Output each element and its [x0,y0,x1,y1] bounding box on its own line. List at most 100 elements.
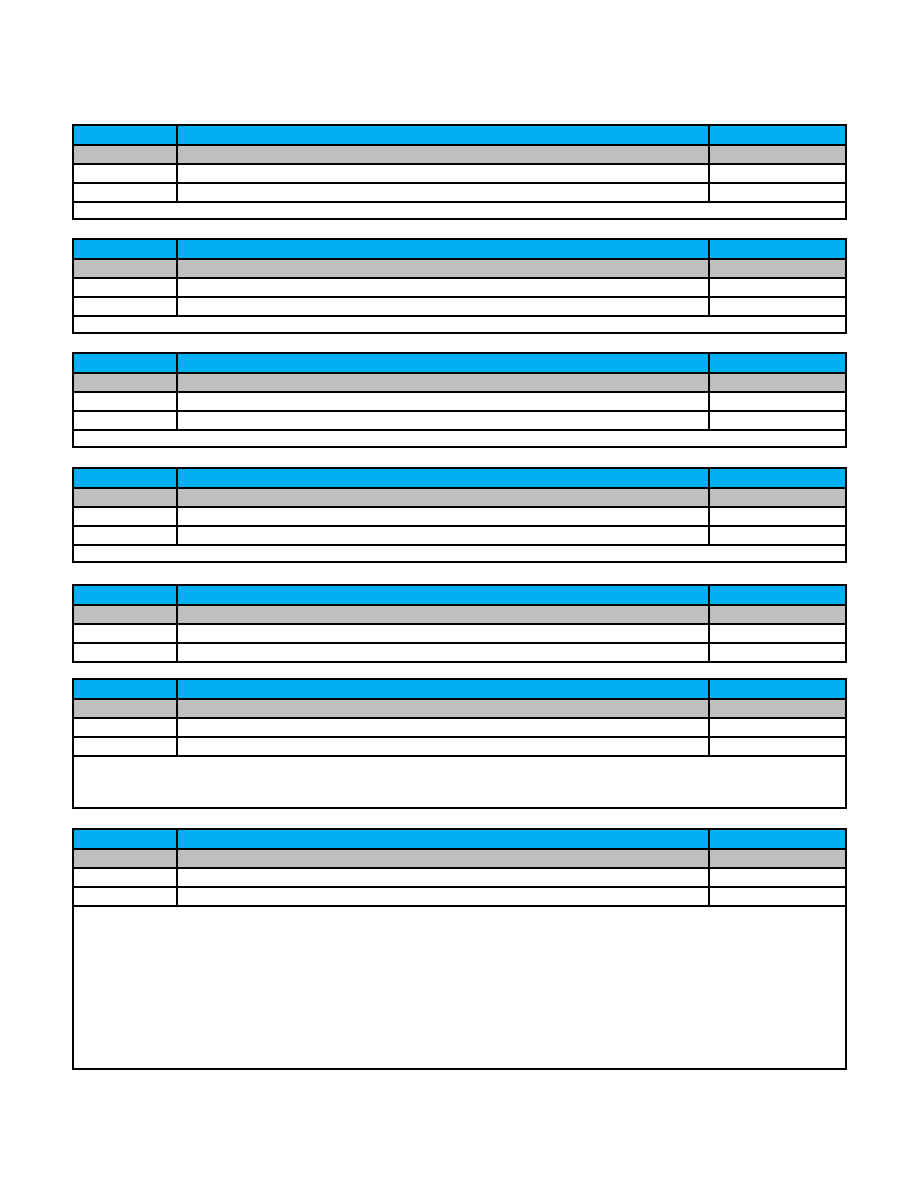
table-2-row-3-cell-1 [72,277,178,298]
table-4-row-1-cell-1 [72,467,178,489]
table-2-row-3-cell-3 [708,277,847,298]
table-5-row-1-cell-1 [72,584,178,606]
table-4-row-2-cell-2 [176,487,710,508]
table-2-header-row-1 [72,238,847,260]
table-1-row-3-cell-1 [72,163,178,184]
table-1-row-5-cell-1 [72,201,847,220]
table-3-row-4-cell-3 [708,410,847,431]
table-6-row-2-cell-1 [72,698,178,719]
table-3-wrapper [72,352,847,448]
table-7-header-row-1 [72,828,847,850]
table-6-body-row-3 [72,717,847,738]
table-4-row-2-cell-1 [72,487,178,508]
table-1-subheader-row-2 [72,144,847,165]
table-2-row-5-cell-1 [72,315,847,334]
table-7-subheader-row-2 [72,848,847,869]
table-7-row-2-cell-2 [176,848,710,869]
table-4-row-4-cell-1 [72,525,178,546]
table-7-row-5-cell-1 [72,905,847,1070]
table-3-body-row-4 [72,410,847,431]
table-6-row-3-cell-1 [72,717,178,738]
table-3-subheader-row-2 [72,372,847,393]
table-2-wrapper [72,238,847,334]
table-5 [72,584,847,663]
table-2-row-1-cell-3 [708,238,847,260]
table-2-row-2-cell-3 [708,258,847,279]
table-6-row-4-cell-1 [72,736,178,757]
table-2-row-1-cell-1 [72,238,178,260]
table-6-row-3-cell-2 [176,717,710,738]
table-4-row-4-cell-3 [708,525,847,546]
table-4-row-2-cell-3 [708,487,847,508]
table-2-row-4-cell-2 [176,296,710,317]
table-5-subheader-row-2 [72,604,847,625]
table-3-row-3-cell-2 [176,391,710,412]
table-7-row-1-cell-3 [708,828,847,850]
table-7-row-2-cell-1 [72,848,178,869]
table-3-row-3-cell-3 [708,391,847,412]
table-2-body-row-3 [72,277,847,298]
table-6-row-2-cell-2 [176,698,710,719]
table-1 [72,124,847,220]
table-2-subheader-row-2 [72,258,847,279]
table-1-row-4-cell-1 [72,182,178,203]
table-7-row-4-cell-3 [708,886,847,907]
table-1-row-1-cell-2 [176,124,710,146]
table-1-header-row-1 [72,124,847,146]
table-7-row-3-cell-3 [708,867,847,888]
table-5-row-2-cell-2 [176,604,710,625]
table-4-header-row-1 [72,467,847,489]
table-6-row-4-cell-2 [176,736,710,757]
table-5-row-3-cell-1 [72,623,178,644]
table-1-row-2-cell-3 [708,144,847,165]
table-2-row-2-cell-1 [72,258,178,279]
table-7-row-4-cell-1 [72,886,178,907]
table-4-row-1-cell-3 [708,467,847,489]
table-2-row-3-cell-2 [176,277,710,298]
table-4-subheader-row-2 [72,487,847,508]
table-3 [72,352,847,448]
table-4-merged-row-5 [72,544,847,563]
table-7-row-3-cell-2 [176,867,710,888]
table-7-body-row-3 [72,867,847,888]
table-6-row-1-cell-2 [176,678,710,700]
table-2-row-1-cell-2 [176,238,710,260]
table-6-merged-row-5 [72,755,847,809]
table-1-body-row-4 [72,182,847,203]
table-2-row-2-cell-2 [176,258,710,279]
table-1-row-1-cell-3 [708,124,847,146]
table-3-row-5-cell-1 [72,429,847,448]
table-2 [72,238,847,334]
table-6-row-4-cell-3 [708,736,847,757]
table-3-body-row-3 [72,391,847,412]
table-7-row-1-cell-2 [176,828,710,850]
table-6-row-2-cell-3 [708,698,847,719]
table-4-body-row-4 [72,525,847,546]
table-3-row-1-cell-2 [176,352,710,374]
table-4-body-row-3 [72,506,847,527]
table-6 [72,678,847,809]
table-4-row-5-cell-1 [72,544,847,563]
table-4-row-3-cell-2 [176,506,710,527]
table-3-row-3-cell-1 [72,391,178,412]
table-1-merged-row-5 [72,201,847,220]
table-1-row-4-cell-2 [176,182,710,203]
table-7 [72,828,847,1070]
table-2-row-4-cell-3 [708,296,847,317]
table-3-merged-row-5 [72,429,847,448]
table-5-row-2-cell-1 [72,604,178,625]
table-1-row-3-cell-2 [176,163,710,184]
table-5-row-1-cell-3 [708,584,847,606]
table-5-row-2-cell-3 [708,604,847,625]
table-5-row-4-cell-1 [72,642,178,663]
table-7-wrapper [72,828,847,1070]
table-1-row-3-cell-3 [708,163,847,184]
table-3-row-1-cell-3 [708,352,847,374]
table-1-row-2-cell-1 [72,144,178,165]
table-3-row-2-cell-2 [176,372,710,393]
table-4-row-3-cell-3 [708,506,847,527]
table-4-wrapper [72,467,847,563]
table-5-row-3-cell-3 [708,623,847,644]
table-2-merged-row-5 [72,315,847,334]
